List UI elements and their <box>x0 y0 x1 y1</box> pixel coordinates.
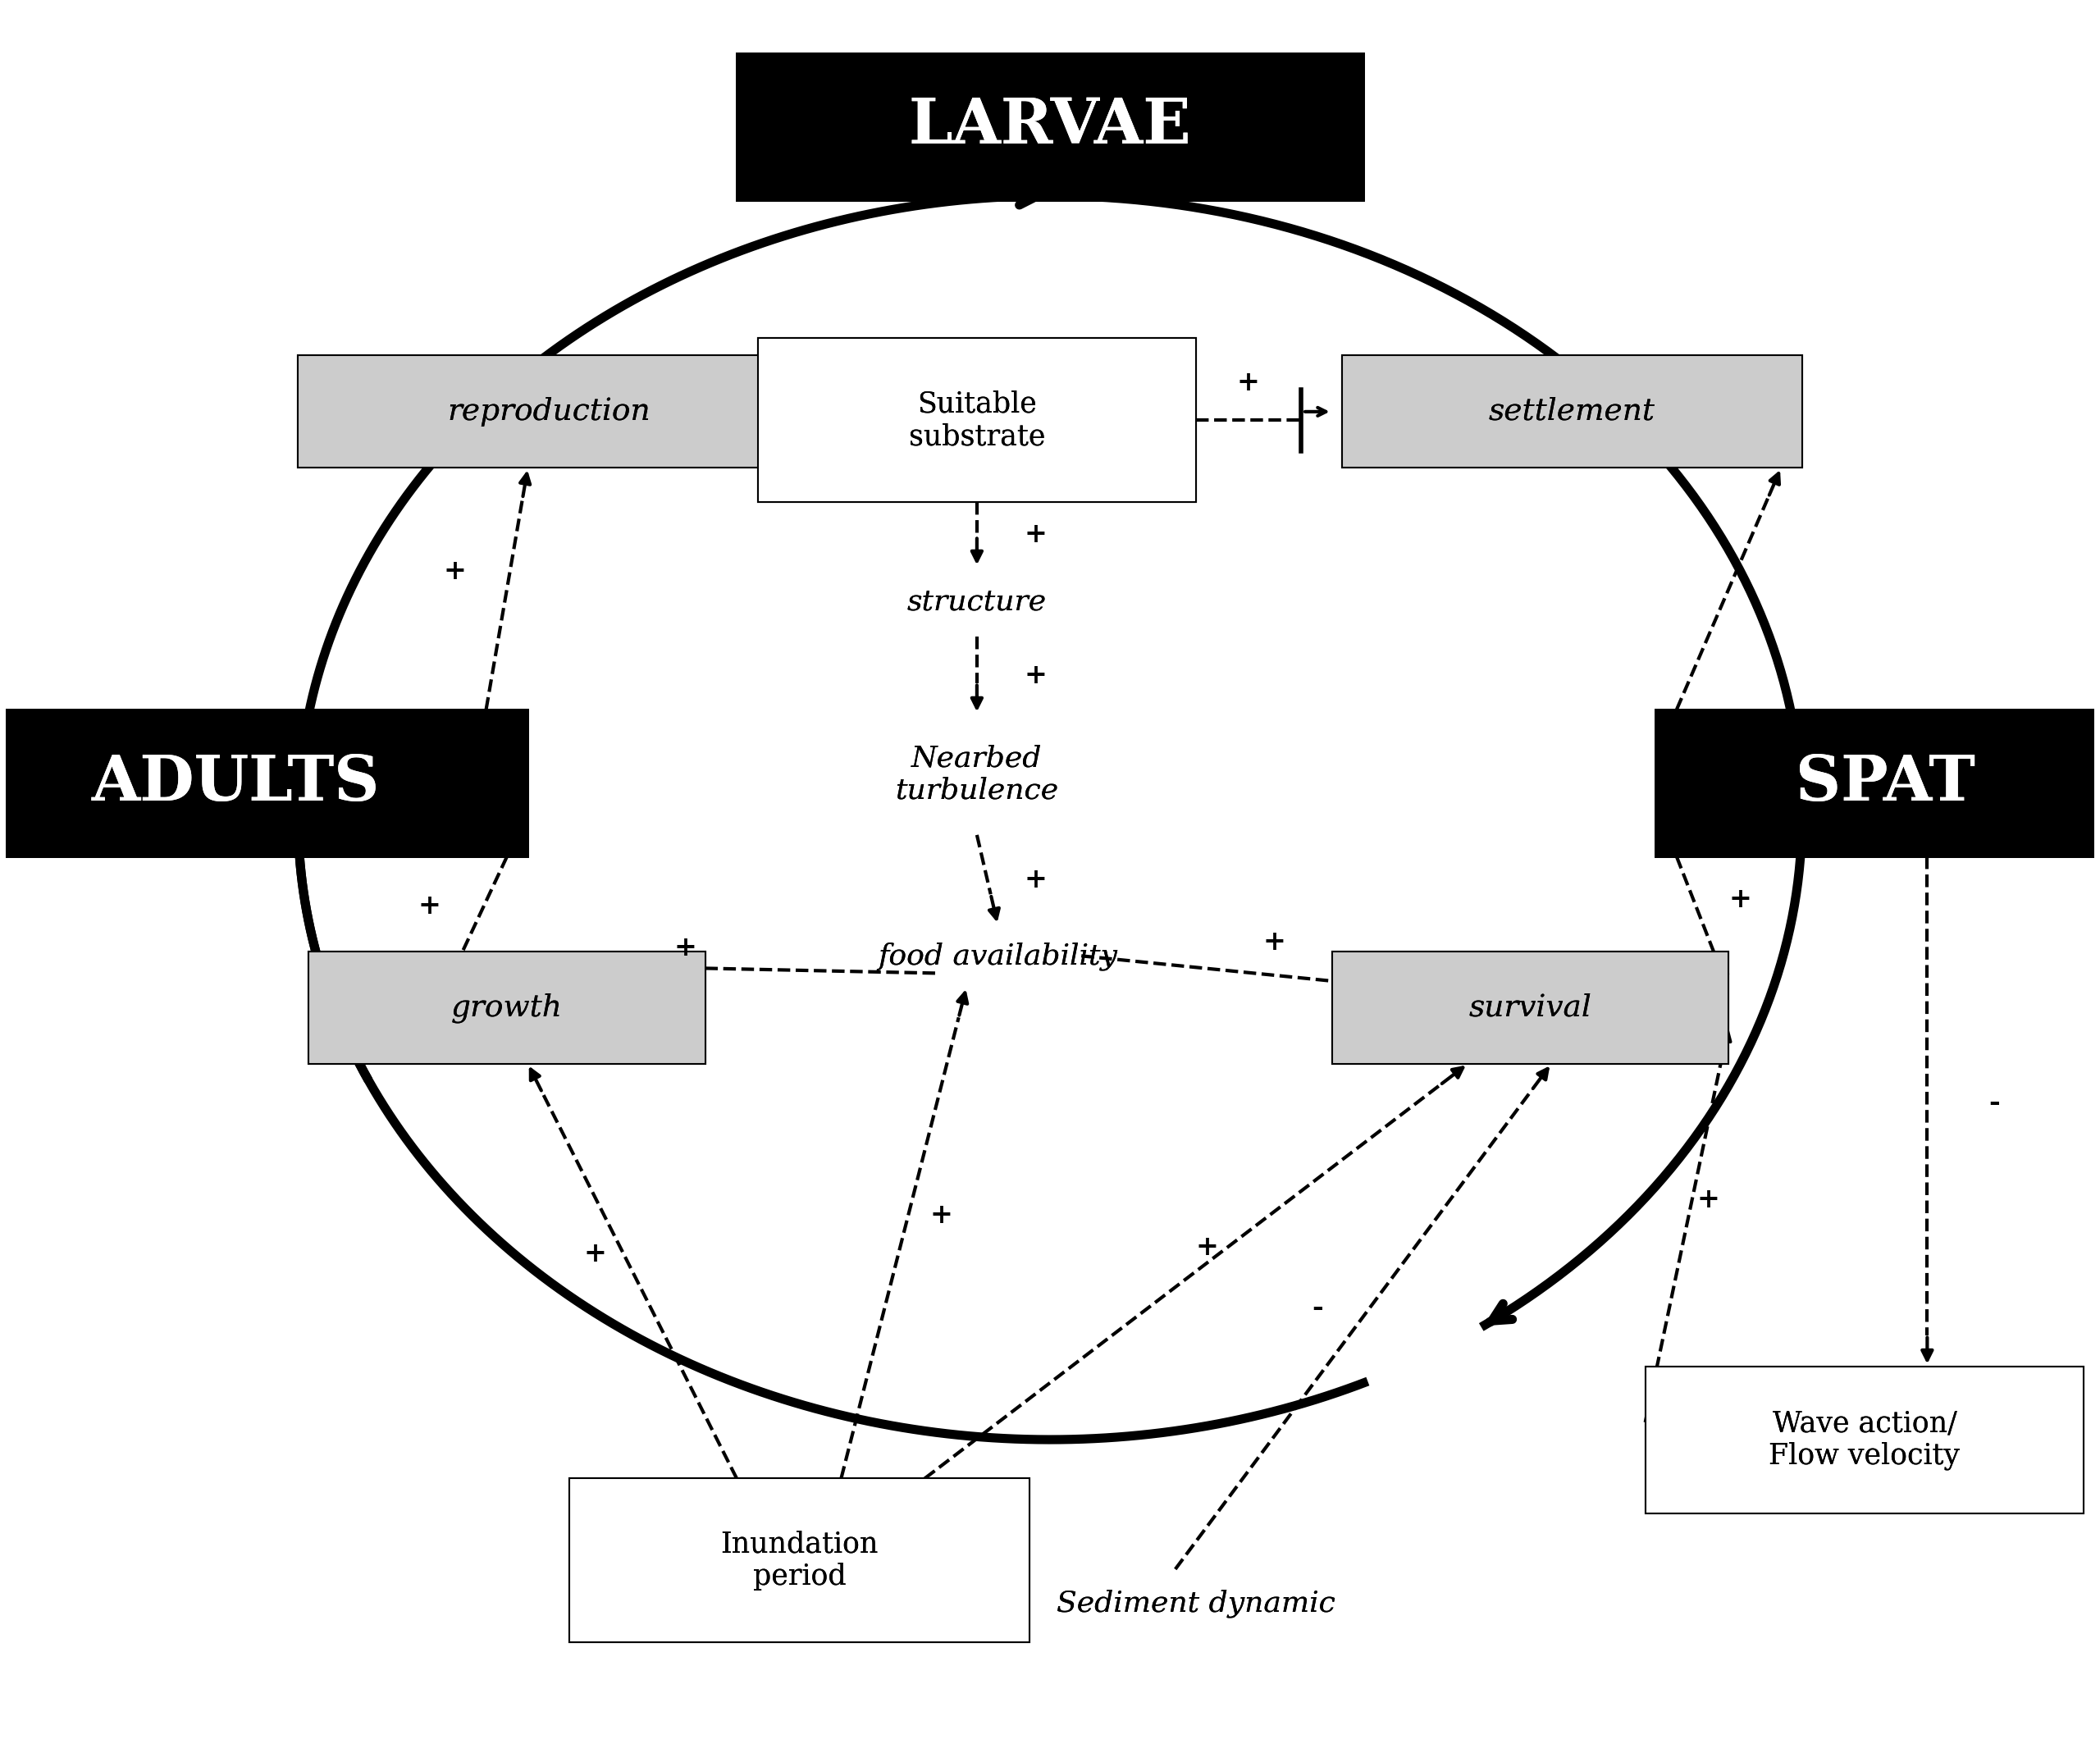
FancyBboxPatch shape <box>0 710 527 857</box>
Text: structure: structure <box>907 588 1046 616</box>
Text: ADULTS: ADULTS <box>90 753 380 814</box>
FancyBboxPatch shape <box>1655 710 2100 857</box>
FancyBboxPatch shape <box>1655 710 2100 857</box>
Text: LARVAE: LARVAE <box>909 96 1191 157</box>
Text: Wave action/
Flow velocity: Wave action/ Flow velocity <box>1768 1409 1959 1469</box>
FancyBboxPatch shape <box>758 339 1197 503</box>
FancyBboxPatch shape <box>1331 951 1728 1064</box>
Text: +: + <box>930 1202 953 1229</box>
Text: Suitable
substrate: Suitable substrate <box>909 390 1046 450</box>
FancyBboxPatch shape <box>758 339 1197 503</box>
FancyBboxPatch shape <box>1644 1367 2083 1513</box>
Text: food availability: food availability <box>878 943 1117 970</box>
Text: ADULTS: ADULTS <box>90 753 380 814</box>
Text: Wave action/
Flow velocity: Wave action/ Flow velocity <box>1768 1409 1959 1469</box>
Text: settlement: settlement <box>1489 396 1655 426</box>
Text: Sediment dynamic: Sediment dynamic <box>1056 1589 1336 1617</box>
Text: +: + <box>584 1240 607 1268</box>
Text: +: + <box>1697 1186 1720 1214</box>
Text: food availability: food availability <box>878 943 1117 970</box>
Text: +: + <box>1025 661 1046 689</box>
FancyBboxPatch shape <box>298 355 800 468</box>
Text: -: - <box>1989 1089 1999 1116</box>
Text: +: + <box>674 934 697 962</box>
FancyBboxPatch shape <box>309 951 706 1064</box>
FancyBboxPatch shape <box>569 1478 1029 1643</box>
Text: growth: growth <box>452 993 563 1023</box>
Text: reproduction: reproduction <box>447 396 651 426</box>
Text: +: + <box>443 558 466 584</box>
Text: Suitable
substrate: Suitable substrate <box>909 390 1046 450</box>
Text: settlement: settlement <box>1489 396 1655 426</box>
FancyBboxPatch shape <box>1342 355 1802 468</box>
Text: Nearbed
turbulence: Nearbed turbulence <box>895 744 1058 805</box>
FancyBboxPatch shape <box>309 951 706 1064</box>
FancyBboxPatch shape <box>1331 951 1728 1064</box>
Text: LARVAE: LARVAE <box>909 96 1191 157</box>
Text: survival: survival <box>1468 993 1592 1023</box>
Text: +: + <box>1237 369 1260 396</box>
Text: survival: survival <box>1468 993 1592 1023</box>
Text: Nearbed
turbulence: Nearbed turbulence <box>895 744 1058 805</box>
Text: reproduction: reproduction <box>447 396 651 426</box>
FancyBboxPatch shape <box>737 54 1363 200</box>
Text: +: + <box>1195 1233 1218 1261</box>
FancyBboxPatch shape <box>298 355 800 468</box>
Text: structure: structure <box>907 588 1046 616</box>
FancyBboxPatch shape <box>0 710 527 857</box>
Text: Inundation
period: Inundation period <box>720 1530 878 1591</box>
Text: SPAT: SPAT <box>1796 753 1976 814</box>
Text: +: + <box>418 892 441 920</box>
Text: +: + <box>1262 929 1285 956</box>
Text: growth: growth <box>452 993 563 1023</box>
FancyBboxPatch shape <box>569 1478 1029 1643</box>
FancyBboxPatch shape <box>1342 355 1802 468</box>
Text: -: - <box>1312 1294 1323 1322</box>
Text: +: + <box>1025 522 1046 548</box>
Text: +: + <box>1728 885 1751 913</box>
Text: Sediment dynamic: Sediment dynamic <box>1056 1589 1336 1617</box>
Text: Inundation
period: Inundation period <box>720 1530 878 1591</box>
FancyBboxPatch shape <box>737 54 1363 200</box>
FancyBboxPatch shape <box>1644 1367 2083 1513</box>
Text: SPAT: SPAT <box>1796 753 1976 814</box>
Text: +: + <box>1025 866 1046 894</box>
